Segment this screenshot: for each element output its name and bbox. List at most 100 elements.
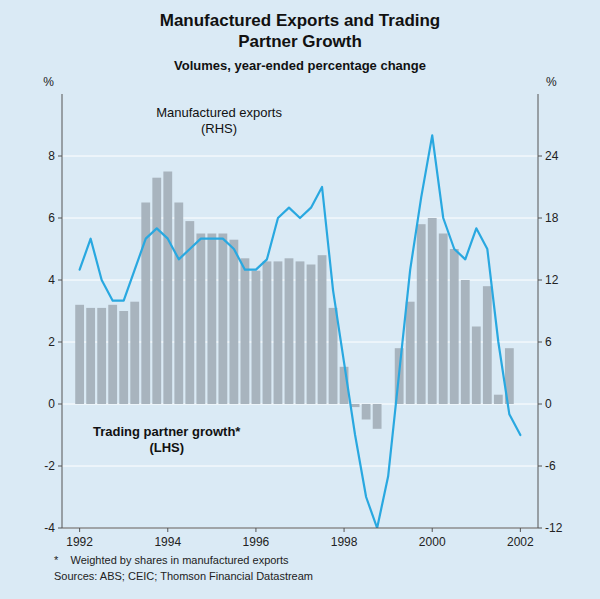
bar: [351, 404, 360, 407]
bar: [141, 203, 150, 405]
y-tick: [58, 218, 62, 219]
y-tick: [58, 528, 62, 529]
bar: [263, 261, 272, 404]
title-line: Partner Growth: [238, 32, 362, 51]
bar: [329, 308, 338, 404]
y-tick-label: 6: [48, 211, 55, 225]
y2-tick: [538, 466, 542, 467]
bar: [285, 258, 294, 404]
marks: [75, 135, 520, 528]
bar: [229, 240, 238, 404]
x-tick: [432, 528, 433, 532]
x-tick-label: 1994: [154, 535, 181, 549]
bar: [218, 234, 227, 405]
y-tick-label: 8: [48, 149, 55, 163]
y2-tick: [538, 404, 542, 405]
x-axis: [62, 528, 538, 529]
bar: [318, 255, 327, 404]
grid-line: [62, 156, 538, 157]
x-tick-label: 1998: [331, 535, 358, 549]
y2-tick-label: -12: [545, 521, 563, 535]
y-tick: [58, 466, 62, 467]
bar: [252, 271, 261, 404]
bar: [75, 305, 84, 404]
y2-axis: [538, 94, 539, 528]
background: [0, 0, 600, 599]
annotation: Trading partner growth*(LHS): [93, 424, 241, 455]
bar: [163, 172, 172, 405]
bar: [307, 265, 316, 405]
y2-axis-label: %: [546, 75, 557, 89]
y-tick: [58, 280, 62, 281]
annotation: Manufactured exports(RHS): [156, 105, 282, 136]
bar: [461, 280, 470, 404]
bar: [373, 404, 382, 429]
bar: [152, 178, 161, 404]
y2-tick-label: 18: [545, 211, 559, 225]
y-tick-label: -2: [44, 459, 55, 473]
bar: [174, 203, 183, 405]
title-line: Manufactured Exports and Trading: [160, 11, 441, 30]
bar: [86, 308, 95, 404]
x-tick: [344, 528, 345, 532]
y2-tick-label: 12: [545, 273, 559, 287]
bar: [439, 234, 448, 405]
y2-tick: [538, 156, 542, 157]
bar: [406, 302, 415, 404]
bar: [241, 258, 250, 404]
subtitle: Volumes, year-ended percentage change: [174, 58, 426, 73]
x-tick-label: 1996: [243, 535, 270, 549]
bar: [472, 327, 481, 405]
y-axis: [62, 94, 63, 528]
x-tick: [255, 528, 256, 532]
y-tick-label: 2: [48, 335, 55, 349]
bar: [417, 224, 426, 404]
bar: [494, 395, 503, 404]
bar: [130, 302, 139, 404]
y2-tick: [538, 342, 542, 343]
annotation-line: (RHS): [201, 121, 237, 136]
annotation-line: Trading partner growth*: [93, 424, 241, 439]
bar: [274, 261, 283, 404]
y2-tick: [538, 280, 542, 281]
y2-tick-label: 24: [545, 149, 559, 163]
y2-tick: [538, 218, 542, 219]
y-tick-label: 4: [48, 273, 55, 287]
y-axis-label: %: [43, 75, 54, 89]
bar: [207, 234, 216, 405]
bar: [196, 234, 205, 405]
x-tick: [167, 528, 168, 532]
bar: [97, 308, 106, 404]
annotation-line: Manufactured exports: [156, 105, 282, 120]
annotation-line: (LHS): [149, 440, 184, 455]
bar: [108, 305, 117, 404]
title: Manufactured Exports and Trading Partner …: [160, 11, 441, 51]
x-tick: [520, 528, 521, 532]
y-tick: [58, 404, 62, 405]
x-tick-label: 1992: [66, 535, 93, 549]
bar: [362, 404, 371, 420]
y-tick-label: 0: [48, 397, 55, 411]
bar: [428, 218, 437, 404]
y-tick: [58, 342, 62, 343]
x-tick-label: 2000: [419, 535, 446, 549]
chart: Manufactured Exports and Trading Partner …: [0, 0, 600, 599]
footnote: * Weighted by shares in manufactured exp…: [54, 554, 289, 566]
y2-tick: [538, 528, 542, 529]
footnote: Sources: ABS; CEIC; Thomson Financial Da…: [54, 570, 313, 582]
grid-line: [62, 528, 538, 529]
bar: [450, 249, 459, 404]
x-tick: [79, 528, 80, 532]
y2-tick-label: 0: [545, 397, 552, 411]
x-tick-label: 2002: [507, 535, 534, 549]
bar: [296, 261, 305, 404]
grid-line: [62, 466, 538, 467]
y-tick-label: -4: [44, 521, 55, 535]
bar: [119, 311, 128, 404]
y2-tick-label: 6: [545, 335, 552, 349]
line: [80, 135, 521, 528]
bar: [384, 404, 393, 405]
bar: [483, 286, 492, 404]
y2-tick-label: -6: [545, 459, 556, 473]
y-tick: [58, 156, 62, 157]
